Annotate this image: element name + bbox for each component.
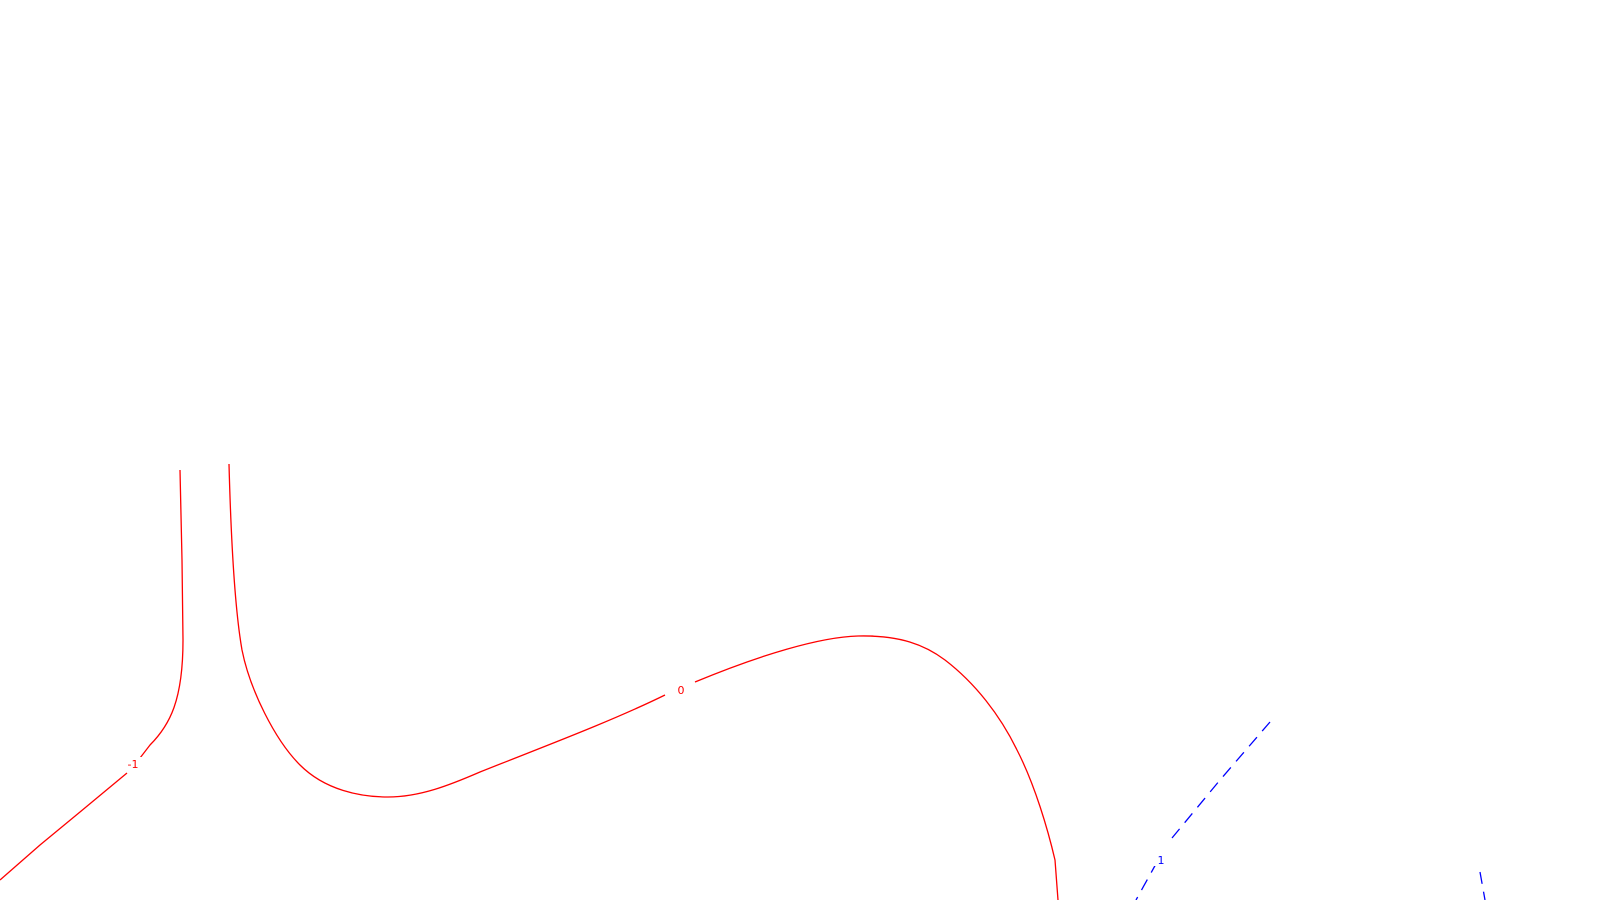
- contour-label-bg-minus-1: [124, 757, 142, 771]
- contour-line-0: [228, 463, 1059, 900]
- contour-label-bg-1: [1154, 852, 1168, 866]
- contour-line-1-left: [1135, 721, 1271, 900]
- contour-line-1-right: [1479, 871, 1486, 900]
- contour-label-1: 1: [1158, 854, 1165, 867]
- contour-label-0: 0: [678, 684, 685, 697]
- contour-line-minus-1: [0, 469, 184, 881]
- contour-label-minus-1: -1: [128, 758, 139, 771]
- contour-label-bg-0: [673, 682, 687, 696]
